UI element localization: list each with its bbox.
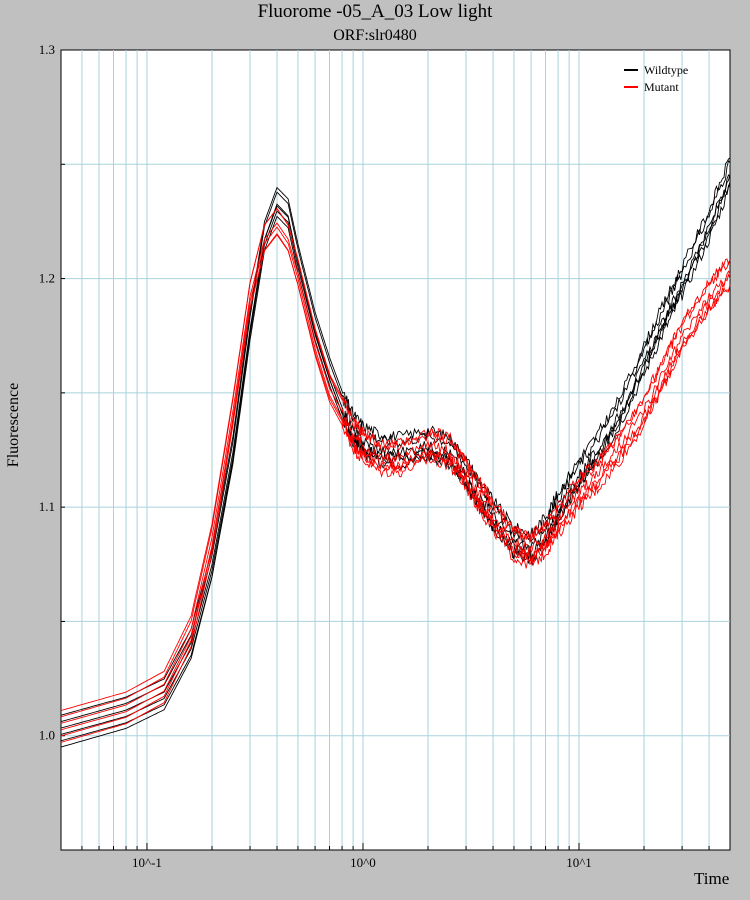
- chart-subtitle: ORF:slr0480: [333, 27, 417, 44]
- y-tick-label: 1.0: [39, 728, 55, 743]
- y-tick-label: 1.1: [39, 499, 55, 514]
- series-line-mutant: [60, 226, 731, 737]
- y-tick-label: 1.2: [39, 271, 55, 286]
- grid: [61, 50, 730, 850]
- y-tick-label: 1.3: [39, 42, 55, 57]
- series-lines: [60, 157, 731, 748]
- x-axis-label: Time: [694, 869, 730, 888]
- x-tick-label: 10^-1: [132, 855, 162, 870]
- chart-title: Fluorome -05_A_03 Low light: [257, 1, 493, 22]
- series-line-wildtype: [60, 157, 731, 716]
- legend-label-wildtype: Wildtype: [644, 63, 688, 77]
- series-line-mutant: [60, 222, 731, 724]
- x-tick-label: 10^1: [566, 855, 592, 870]
- series-line-mutant: [60, 207, 731, 711]
- x-tick-label: 10^0: [350, 855, 376, 870]
- axes: 1.0 1.1 1.2 1.3 10^-1 10^0 10^1: [39, 42, 710, 870]
- legend: Wildtype Mutant: [624, 63, 688, 94]
- plot-area: [60, 49, 731, 851]
- series-line-wildtype: [60, 174, 731, 729]
- series-line-mutant: [60, 234, 731, 731]
- legend-label-mutant: Mutant: [644, 80, 679, 94]
